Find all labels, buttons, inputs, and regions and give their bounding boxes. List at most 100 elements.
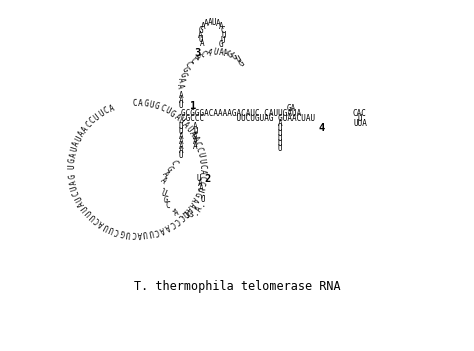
Text: U: U	[277, 124, 282, 133]
Text: G: G	[154, 102, 161, 112]
Text: A: A	[179, 146, 183, 155]
Text: U: U	[80, 203, 90, 212]
Text: G: G	[218, 40, 223, 49]
Text: C: C	[102, 106, 110, 116]
Text: C: C	[197, 164, 207, 169]
Text: A: A	[179, 132, 183, 141]
Text: U: U	[196, 152, 205, 158]
Text: C: C	[195, 180, 205, 186]
Text: .: .	[200, 189, 205, 198]
Text: U: U	[277, 129, 282, 138]
Text: C: C	[199, 50, 208, 60]
Text: U: U	[74, 194, 84, 202]
Text: G: G	[162, 195, 168, 205]
Text: U: U	[179, 127, 183, 136]
Text: A: A	[186, 199, 196, 208]
Text: A: A	[179, 141, 183, 151]
Text: A: A	[157, 224, 165, 234]
Text: G: G	[186, 210, 196, 219]
Text: U: U	[277, 134, 282, 143]
Text: A: A	[198, 179, 203, 188]
Text: C: C	[72, 189, 82, 197]
Text: C: C	[92, 215, 101, 225]
Text: C: C	[113, 225, 120, 235]
Text: CGCCC       UUCUGUAG GUAACUAU: CGCCC UUCUGUAG GUAACUAU	[181, 114, 315, 123]
Text: A: A	[189, 195, 200, 203]
Text: U: U	[74, 135, 84, 143]
Text: U: U	[197, 158, 206, 164]
Text: C: C	[158, 104, 166, 114]
Text: C: C	[221, 26, 226, 35]
Text: A: A	[162, 221, 171, 231]
Text: A: A	[173, 112, 182, 122]
Text: G: G	[143, 99, 149, 109]
Text: 4: 4	[318, 123, 324, 133]
Text: C: C	[180, 208, 189, 218]
Text: U: U	[179, 151, 183, 160]
Text: G: G	[199, 26, 203, 35]
Text: A: A	[137, 229, 142, 238]
Text: A: A	[190, 135, 200, 143]
Text: G: G	[68, 158, 77, 164]
Text: A: A	[216, 19, 220, 28]
Text: A: A	[194, 205, 204, 213]
Text: A: A	[77, 199, 87, 207]
Text: A: A	[193, 141, 198, 151]
Text: U: U	[212, 47, 219, 57]
Text: U: U	[102, 221, 110, 231]
Text: A: A	[219, 22, 224, 31]
Text: A: A	[197, 169, 206, 174]
Text: A: A	[179, 137, 183, 146]
Text: A: A	[187, 130, 197, 138]
Text: G: G	[231, 52, 239, 62]
Text: U: U	[193, 127, 198, 136]
Text: .: .	[197, 201, 207, 207]
Text: U: U	[164, 106, 172, 116]
Text: U: U	[67, 164, 77, 169]
Text: 1: 1	[190, 101, 196, 111]
Text: U: U	[97, 109, 106, 119]
Text: A: A	[97, 218, 106, 228]
Text: .: .	[159, 182, 167, 192]
Text: U: U	[92, 112, 101, 122]
Text: A: A	[80, 125, 90, 134]
Text: U: U	[221, 35, 225, 45]
Text: G: G	[177, 71, 187, 78]
Text: U: U	[179, 101, 183, 110]
Text: U: U	[84, 207, 93, 217]
Text: A: A	[198, 31, 202, 40]
Text: A: A	[193, 52, 202, 62]
Text: G: G	[237, 59, 246, 68]
Text: G: G	[68, 173, 77, 179]
Text: A: A	[201, 39, 205, 48]
Text: U: U	[147, 227, 154, 237]
Text: U: U	[70, 184, 80, 191]
Text: G: G	[180, 65, 190, 73]
Text: GA: GA	[286, 104, 295, 113]
Text: U: U	[125, 228, 131, 238]
Text: C: C	[176, 212, 185, 221]
Text: A: A	[179, 96, 183, 105]
Text: C: C	[168, 159, 178, 166]
Text: U: U	[201, 194, 205, 204]
Text: U: U	[142, 228, 148, 238]
Text: G: G	[191, 190, 202, 198]
Text: A: A	[176, 77, 186, 83]
Text: U: U	[212, 18, 217, 27]
Text: U: U	[196, 174, 201, 183]
Text: C: C	[131, 229, 136, 238]
Text: U: U	[148, 100, 155, 110]
Text: G: G	[228, 50, 234, 60]
Text: U: U	[194, 185, 204, 192]
Text: A: A	[175, 83, 185, 89]
Text: A: A	[193, 132, 198, 141]
Text: C: C	[187, 56, 198, 65]
Text: A: A	[161, 170, 171, 179]
Text: A: A	[204, 19, 209, 28]
Text: A: A	[179, 91, 183, 100]
Text: A: A	[69, 152, 78, 158]
Text: A: A	[183, 204, 193, 213]
Text: CAC: CAC	[353, 109, 367, 118]
Text: A: A	[138, 99, 143, 108]
Text: C: C	[88, 116, 98, 126]
